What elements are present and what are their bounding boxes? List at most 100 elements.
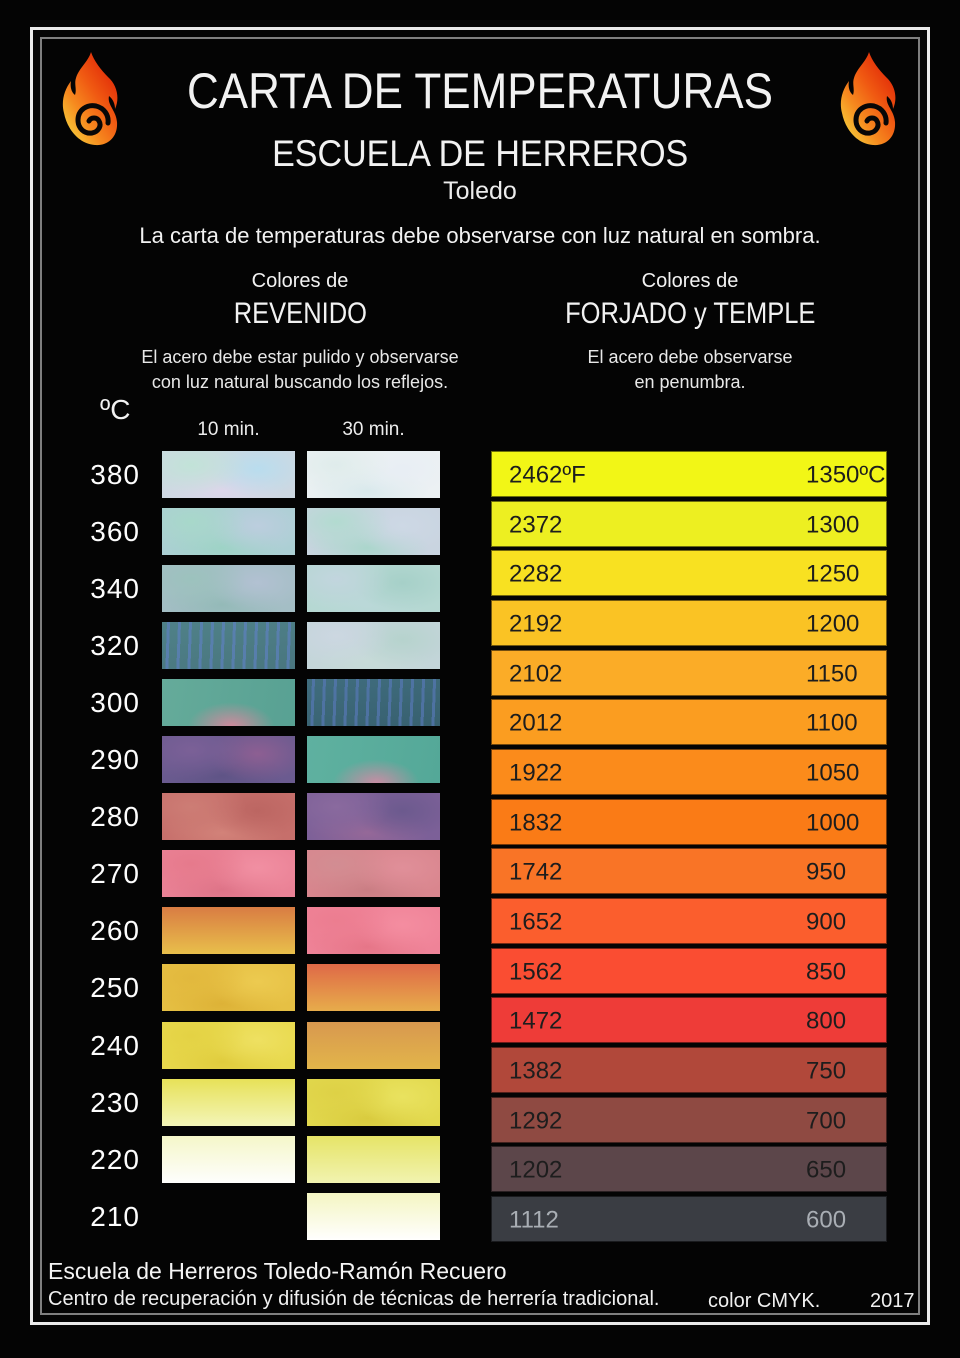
column-header-10min: 10 min. [197,419,260,440]
temp-label-360: 360 [90,516,140,547]
celsius-value: 1350ºC [806,461,886,489]
footer-year: 2017 [870,1290,915,1312]
temp-label-340: 340 [90,573,140,604]
swatch-240-10min [162,1022,295,1069]
swatch-230-10min [162,1079,295,1126]
swatch-270-30min [307,850,440,897]
footer-center-description: Centro de recuperación y difusión de téc… [48,1288,660,1310]
forge-bar-1050: 1922 1050 [491,749,887,795]
temp-label-210: 210 [90,1201,140,1232]
fahrenheit-value: 1202 [509,1156,563,1184]
fahrenheit-value: 1292 [509,1107,563,1135]
forge-bar-950: 1742 950 [491,848,887,894]
forge-bar-800: 1472 800 [491,997,887,1043]
swatch-300-30min [307,679,440,726]
swatch-280-30min [307,793,440,840]
celsius-value: 1000 [806,809,860,837]
swatch-260-10min [162,907,295,954]
temp-label-320: 320 [90,630,140,661]
revenido-heading-big: REVENIDO [233,297,367,330]
fahrenheit-value: 2282 [509,560,563,588]
frame-inner [40,37,920,1315]
celsius-value: 950 [806,858,847,886]
footer-school-name: Escuela de Herreros Toledo-Ramón Recuero [48,1258,507,1284]
swatch-360-30min [307,508,440,555]
forge-bar-1000: 1832 1000 [491,799,887,845]
page-subtitle: ESCUELA DE HERREROS [271,133,689,174]
celsius-value: 700 [806,1107,847,1135]
swatch-250-10min [162,964,295,1011]
flame-icon-left [62,52,118,146]
swatch-300-10min [162,679,295,726]
swatch-210-30min [307,1193,440,1240]
fahrenheit-value: 1112 [509,1206,559,1234]
fahrenheit-value: 1832 [509,809,563,837]
temp-label-260: 260 [90,915,140,946]
temp-label-240: 240 [90,1030,140,1061]
celsius-value: 1300 [806,511,860,539]
swatch-290-10min [162,736,295,783]
swatch-320-10min [162,622,295,669]
swatch-320-30min [307,622,440,669]
forge-bar-1200: 2192 1200 [491,600,887,646]
fahrenheit-value: 1562 [509,958,563,986]
swatch-250-30min [307,964,440,1011]
intro-note: La carta de temperaturas debe observarse… [139,223,821,248]
swatch-340-30min [307,565,440,612]
temp-label-300: 300 [90,687,140,718]
forjado-heading-big: FORJADO y TEMPLE [564,297,816,330]
celsius-value: 850 [806,958,847,986]
column-header-30min: 30 min. [342,419,405,440]
flame-icon-right [840,52,896,146]
forge-bar-900: 1652 900 [491,898,887,944]
celsius-axis-label: ºC [100,394,131,425]
swatch-230-30min [307,1079,440,1126]
page-title: CARTA DE TEMPERATURAS [187,63,773,119]
swatch-280-10min [162,793,295,840]
fahrenheit-value: 2102 [509,660,563,688]
revenido-heading-small: Colores de [251,270,349,292]
temp-label-250: 250 [90,972,140,1003]
revenido-description: El acero debe estar pulido y observarse … [141,347,459,392]
swatch-380-30min [307,451,440,498]
forjado-heading-small: Colores de [641,270,739,292]
temp-label-230: 230 [90,1087,140,1118]
fahrenheit-value: 1652 [509,908,563,936]
city-label: Toledo [443,177,517,205]
swatch-220-10min [162,1136,295,1183]
forge-bar-750: 1382 750 [491,1047,887,1093]
forge-bar-1250: 2282 1250 [491,550,887,596]
swatch-360-10min [162,508,295,555]
celsius-value: 1100 [806,709,858,737]
celsius-value: 600 [806,1206,847,1234]
fahrenheit-value: 1922 [509,759,563,787]
celsius-value: 1200 [806,610,860,638]
swatch-220-30min [307,1136,440,1183]
forge-bar-1350: 2462ºF 1350ºC [491,451,887,497]
temp-label-380: 380 [90,459,140,490]
frame-outer [30,27,930,1325]
swatch-260-30min [307,907,440,954]
forjado-description: El acero debe observarse en penumbra. [587,347,793,392]
temp-label-270: 270 [90,858,140,889]
temp-label-280: 280 [90,801,140,832]
swatch-380-10min [162,451,295,498]
fahrenheit-value: 1472 [509,1007,563,1035]
fahrenheit-value: 2192 [509,610,563,638]
celsius-value: 1150 [806,660,858,688]
celsius-value: 650 [806,1156,847,1184]
forge-bar-1100: 2012 1100 [491,699,887,745]
swatch-340-10min [162,565,295,612]
celsius-value: 1250 [806,560,860,588]
fahrenheit-value: 2012 [509,709,563,737]
forge-bar-600: 1112 600 [491,1196,887,1242]
fahrenheit-value: 2372 [509,511,563,539]
swatch-290-30min [307,736,440,783]
celsius-value: 800 [806,1007,847,1035]
section-header-forjado: Colores de FORJADO y TEMPLE El acero deb… [470,270,910,395]
forge-bar-850: 1562 850 [491,948,887,994]
swatch-240-30min [307,1022,440,1069]
fahrenheit-value: 1742 [509,858,563,886]
swatch-270-10min [162,850,295,897]
